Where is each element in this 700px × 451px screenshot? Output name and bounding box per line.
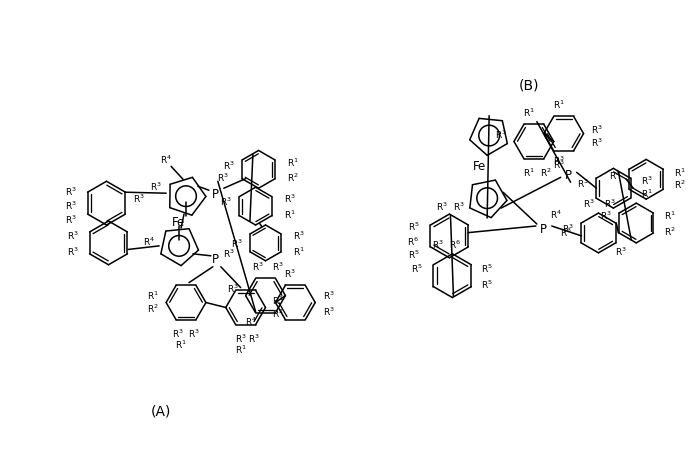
Text: R$^3$: R$^3$: [284, 267, 296, 279]
Text: R$^6$: R$^6$: [449, 238, 461, 250]
Text: R$^3$: R$^3$: [495, 128, 507, 140]
Text: R$^3$: R$^3$: [605, 198, 616, 210]
Text: R$^3$: R$^3$: [435, 201, 447, 213]
Text: P: P: [540, 223, 547, 236]
Text: R$^3$: R$^3$: [67, 245, 78, 258]
Text: R$^3$: R$^3$: [431, 238, 443, 250]
Text: R$^4$: R$^4$: [144, 235, 155, 248]
Text: R$^3$: R$^3$: [67, 229, 78, 242]
Text: R$^4$: R$^4$: [160, 153, 172, 165]
Text: R$^2$: R$^2$: [148, 302, 159, 314]
Text: R$^3$: R$^3$: [610, 169, 622, 181]
Text: R$^2$: R$^2$: [288, 172, 299, 184]
Text: R$^2$: R$^2$: [664, 225, 676, 238]
Text: R$^3$: R$^3$: [293, 229, 305, 242]
Text: Fe: Fe: [172, 215, 185, 228]
Text: R$^3$: R$^3$: [454, 201, 466, 213]
Text: P: P: [212, 187, 219, 200]
Text: R$^1$: R$^1$: [284, 208, 296, 221]
Text: R$^3$: R$^3$: [220, 196, 232, 208]
Text: R$^2$: R$^2$: [674, 179, 686, 191]
Text: R$^5$: R$^5$: [411, 262, 423, 274]
Text: R$^1$: R$^1$: [523, 106, 535, 119]
Text: R$^4$: R$^4$: [550, 208, 561, 221]
Text: R$^3$: R$^3$: [272, 260, 284, 272]
Text: R$^1$: R$^1$: [641, 188, 653, 200]
Text: R$^1$: R$^1$: [272, 294, 284, 306]
Text: R$^1$: R$^1$: [553, 98, 565, 110]
Text: R$^6$: R$^6$: [407, 235, 419, 248]
Text: R$^3$: R$^3$: [553, 158, 565, 170]
Text: R$^1$: R$^1$: [288, 156, 299, 168]
Text: R$^3$: R$^3$: [615, 245, 627, 258]
Text: R$^2$: R$^2$: [540, 166, 552, 178]
Text: R$^3$: R$^3$: [65, 186, 77, 198]
Text: R$^3$: R$^3$: [600, 209, 611, 222]
Text: R$^3$: R$^3$: [188, 327, 200, 339]
Text: (A): (A): [151, 404, 172, 418]
Text: R$^3$: R$^3$: [223, 159, 234, 171]
Text: R$^5$: R$^5$: [481, 278, 493, 290]
Text: R$^1$: R$^1$: [147, 289, 159, 301]
Text: P: P: [212, 253, 219, 266]
Text: R$^3$: R$^3$: [553, 154, 565, 166]
Text: P: P: [565, 168, 572, 181]
Text: R$^3$: R$^3$: [231, 237, 243, 249]
Text: R$^3$: R$^3$: [223, 247, 234, 259]
Text: R$^3$: R$^3$: [591, 123, 602, 135]
Text: R$^3$: R$^3$: [591, 136, 602, 148]
Text: R$^3$: R$^3$: [577, 178, 589, 190]
Text: Fe: Fe: [473, 160, 486, 172]
Text: R$^1$: R$^1$: [234, 343, 246, 356]
Text: R$^5$: R$^5$: [481, 262, 493, 274]
Text: R$^3$: R$^3$: [150, 181, 162, 193]
Text: R$^3$: R$^3$: [641, 175, 653, 187]
Text: R$^2$: R$^2$: [272, 307, 284, 319]
Text: R$^3$: R$^3$: [65, 213, 77, 226]
Text: R$^3$: R$^3$: [252, 260, 263, 272]
Text: R$^3$: R$^3$: [562, 222, 573, 235]
Text: R$^1$: R$^1$: [523, 166, 535, 178]
Text: R$^3$: R$^3$: [133, 193, 145, 205]
Text: R$^1$: R$^1$: [293, 245, 305, 258]
Text: R$^1$: R$^1$: [674, 166, 686, 178]
Text: R$^5$: R$^5$: [407, 220, 419, 233]
Text: R$^5$: R$^5$: [407, 248, 419, 260]
Text: R$^4$: R$^4$: [244, 314, 257, 327]
Text: R$^3$: R$^3$: [582, 198, 594, 210]
Text: R$^3$: R$^3$: [172, 327, 184, 339]
Text: R$^3$: R$^3$: [248, 331, 260, 344]
Text: R$^3$: R$^3$: [227, 282, 239, 294]
Text: R$^3$: R$^3$: [323, 289, 335, 301]
Text: R$^1$: R$^1$: [175, 338, 187, 351]
Text: R$^3$: R$^3$: [323, 304, 335, 317]
Text: R$^3$: R$^3$: [65, 199, 77, 212]
Text: R$^3$: R$^3$: [560, 226, 572, 239]
Text: R$^3$: R$^3$: [284, 193, 296, 205]
Text: R$^3$: R$^3$: [234, 331, 246, 344]
Text: (B): (B): [519, 78, 539, 92]
Text: R$^3$: R$^3$: [217, 171, 229, 183]
Text: R$^1$: R$^1$: [664, 209, 676, 222]
